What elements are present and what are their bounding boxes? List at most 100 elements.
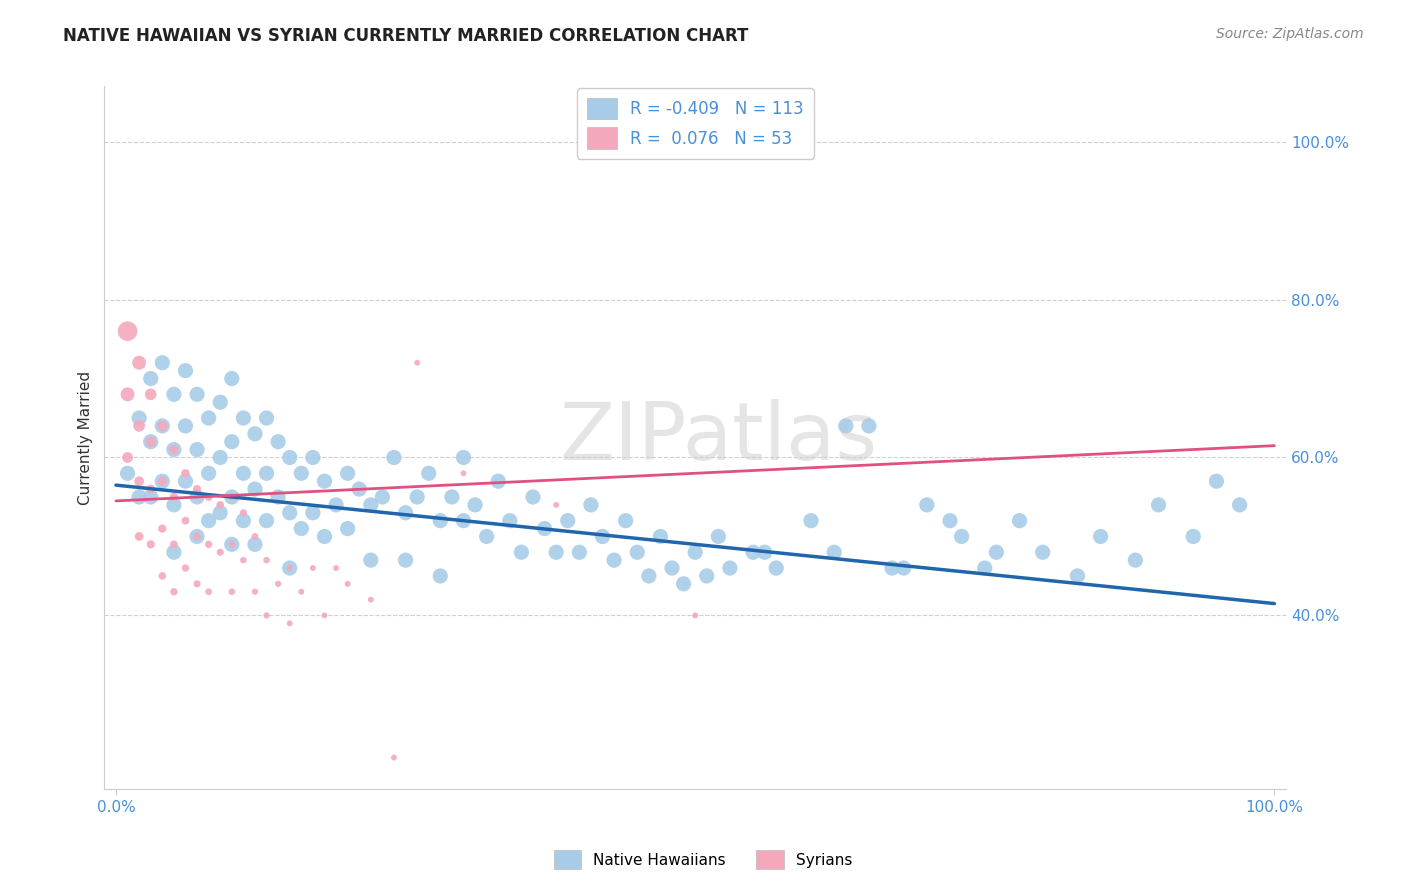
Point: [603, 553, 626, 567]
Point: [267, 490, 290, 504]
Point: [440, 490, 463, 504]
Point: [765, 561, 787, 575]
Point: [858, 418, 880, 433]
Point: [302, 561, 325, 575]
Legend: Native Hawaiians, Syrians: Native Hawaiians, Syrians: [547, 844, 859, 875]
Point: [336, 522, 359, 536]
Point: [267, 577, 290, 591]
Point: [614, 514, 637, 528]
Point: [117, 387, 139, 401]
Point: [290, 467, 312, 481]
Point: [394, 506, 416, 520]
Point: [150, 569, 173, 583]
Point: [568, 545, 591, 559]
Point: [243, 584, 266, 599]
Point: [592, 529, 614, 543]
Point: [278, 616, 301, 631]
Text: NATIVE HAWAIIAN VS SYRIAN CURRENTLY MARRIED CORRELATION CHART: NATIVE HAWAIIAN VS SYRIAN CURRENTLY MARR…: [63, 27, 748, 45]
Point: [325, 561, 347, 575]
Point: [973, 561, 995, 575]
Point: [128, 529, 150, 543]
Point: [232, 411, 254, 425]
Point: [800, 514, 823, 528]
Point: [117, 467, 139, 481]
Point: [232, 553, 254, 567]
Point: [418, 467, 440, 481]
Point: [325, 498, 347, 512]
Point: [522, 490, 544, 504]
Point: [464, 498, 486, 512]
Point: [243, 537, 266, 551]
Point: [347, 482, 370, 496]
Point: [174, 364, 197, 378]
Point: [174, 561, 197, 575]
Point: [1032, 545, 1054, 559]
Point: [221, 537, 243, 551]
Point: [546, 545, 568, 559]
Point: [453, 514, 475, 528]
Point: [986, 545, 1008, 559]
Point: [429, 514, 451, 528]
Point: [243, 529, 266, 543]
Point: [186, 529, 208, 543]
Point: [533, 522, 555, 536]
Point: [626, 545, 648, 559]
Point: [278, 506, 301, 520]
Point: [128, 474, 150, 488]
Point: [394, 553, 416, 567]
Point: [221, 490, 243, 504]
Point: [186, 387, 208, 401]
Point: [1182, 529, 1205, 543]
Point: [915, 498, 938, 512]
Point: [406, 356, 429, 370]
Point: [290, 522, 312, 536]
Point: [1147, 498, 1170, 512]
Point: [360, 592, 382, 607]
Point: [139, 387, 162, 401]
Point: [232, 506, 254, 520]
Point: [475, 529, 498, 543]
Point: [139, 482, 162, 496]
Point: [256, 467, 278, 481]
Point: [371, 490, 394, 504]
Point: [128, 490, 150, 504]
Point: [139, 434, 162, 449]
Point: [718, 561, 741, 575]
Point: [186, 482, 208, 496]
Point: [546, 498, 568, 512]
Point: [406, 490, 429, 504]
Point: [360, 553, 382, 567]
Point: [209, 545, 232, 559]
Point: [232, 467, 254, 481]
Point: [302, 506, 325, 520]
Point: [128, 356, 150, 370]
Point: [232, 514, 254, 528]
Point: [950, 529, 973, 543]
Y-axis label: Currently Married: Currently Married: [79, 371, 93, 505]
Point: [174, 467, 197, 481]
Point: [336, 577, 359, 591]
Point: [139, 490, 162, 504]
Point: [150, 356, 173, 370]
Point: [243, 426, 266, 441]
Point: [267, 434, 290, 449]
Point: [128, 418, 150, 433]
Text: Source: ZipAtlas.com: Source: ZipAtlas.com: [1216, 27, 1364, 41]
Point: [314, 474, 336, 488]
Point: [939, 514, 962, 528]
Point: [117, 450, 139, 465]
Point: [186, 442, 208, 457]
Point: [696, 569, 718, 583]
Point: [209, 395, 232, 409]
Point: [880, 561, 903, 575]
Point: [197, 584, 219, 599]
Point: [429, 569, 451, 583]
Point: [256, 553, 278, 567]
Point: [163, 545, 186, 559]
Point: [243, 482, 266, 496]
Point: [150, 418, 173, 433]
Point: [197, 490, 219, 504]
Point: [197, 411, 219, 425]
Point: [221, 584, 243, 599]
Point: [302, 450, 325, 465]
